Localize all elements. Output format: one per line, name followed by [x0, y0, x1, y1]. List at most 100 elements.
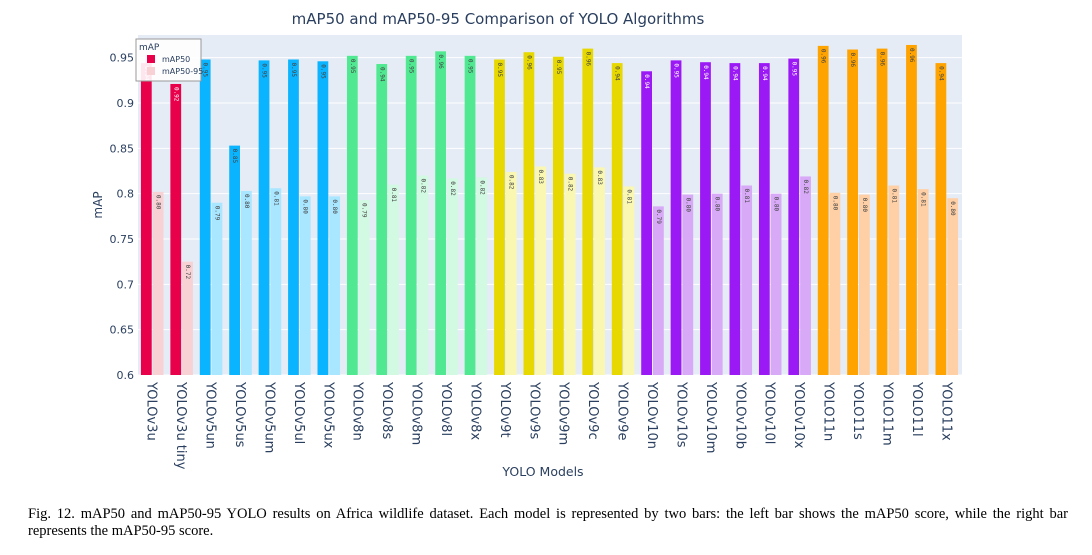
bar-map50: [199, 59, 211, 375]
legend-entry-map50-95[interactable]: mAP50-95: [162, 67, 203, 76]
bar-map50: [847, 49, 858, 376]
bar-value-label: 0.82: [802, 179, 809, 194]
x-tick-label: YOLOv3u: [144, 381, 159, 441]
bar-value-label: 0.96: [849, 53, 856, 68]
legend-swatch-map50: [147, 55, 155, 63]
x-axis-label: YOLO Models: [501, 464, 583, 479]
bar-value-label: 0.81: [272, 191, 279, 206]
bar-map50-95: [182, 261, 193, 375]
figure-caption: Fig. 12. mAP50 and mAP50-95 YOLO results…: [28, 506, 1068, 539]
bar-value-label: 0.80: [684, 198, 691, 213]
bar-map50-95: [241, 190, 252, 375]
bar-map50-95: [417, 175, 429, 375]
bar-value-label: 0.85: [231, 149, 238, 164]
bar-map50-95: [682, 194, 694, 375]
bar-map50-95: [211, 202, 223, 375]
bar-map50-95: [270, 188, 282, 375]
bar-map50-95: [505, 171, 517, 375]
bar-value-label: 0.95: [555, 60, 562, 75]
legend-title: mAP: [139, 43, 160, 53]
bar-map50-95: [829, 192, 841, 375]
bar-map50-95: [917, 189, 929, 375]
y-tick-label: 0.85: [110, 142, 135, 155]
bar-map50: [788, 58, 800, 375]
x-tick-label: YOLOv10b: [732, 381, 747, 449]
bar-value-label: 0.81: [390, 188, 397, 203]
x-tick-label: YOLOv10m: [703, 381, 718, 453]
bar-map50: [405, 55, 417, 375]
bar-map50: [700, 62, 711, 375]
bar-value-label: 0.72: [184, 265, 191, 280]
x-tick-label: YOLOv8n: [350, 381, 365, 441]
bar-value-label: 0.80: [861, 198, 868, 213]
bar-value-label: 0.95: [349, 59, 356, 74]
y-tick-label: 0.9: [117, 97, 135, 110]
bar-value-label: 0.95: [673, 63, 680, 78]
bar-map50-95: [358, 200, 370, 375]
bar-map50-95: [564, 173, 576, 375]
bar-value-label: 0.79: [361, 203, 368, 218]
bar-map50-95: [623, 186, 635, 375]
x-tick-label: YOLOv10s: [673, 381, 688, 448]
bar-map50-95: [388, 184, 399, 375]
y-tick-label: 0.6: [117, 369, 135, 382]
x-tick-label: YOLOv8s: [379, 381, 394, 439]
bar-value-label: 0.80: [773, 197, 780, 212]
bar-value-label: 0.94: [643, 74, 650, 89]
bar-value-label: 0.80: [155, 195, 162, 210]
bar-map50: [729, 63, 741, 376]
x-tick-label: YOLOv9m: [556, 381, 571, 445]
chart-title: mAP50 and mAP50-95 Comparison of YOLO Al…: [292, 10, 705, 28]
bar-value-label: 0.80: [243, 194, 250, 209]
bar-map50: [170, 83, 182, 376]
bar-value-label: 0.94: [731, 66, 738, 81]
x-tick-label: YOLOv9s: [526, 381, 541, 439]
bar-map50: [229, 145, 240, 375]
bar-map50-95: [299, 196, 311, 375]
bar-value-label: 0.83: [596, 170, 603, 185]
bar-value-label: 0.95: [467, 59, 474, 74]
x-tick-label: YOLOv5um: [261, 381, 276, 453]
bar-map50: [552, 56, 564, 375]
bar-map50: [435, 51, 446, 375]
bar-value-label: 0.83: [537, 169, 544, 184]
bar-value-label: 0.82: [419, 179, 426, 194]
bar-map50: [758, 63, 770, 376]
x-tick-label: YOLOv5ul: [291, 381, 306, 444]
y-tick-label: 0.95: [110, 52, 135, 65]
y-tick-label: 0.65: [110, 324, 135, 337]
bar-value-label: 0.82: [567, 177, 574, 192]
legend-entry-map50[interactable]: mAP50: [162, 55, 190, 64]
bar-value-label: 0.94: [378, 67, 385, 82]
bar-map50-95: [859, 194, 870, 375]
bar-map50: [876, 48, 888, 375]
bar-value-label: 0.95: [790, 62, 797, 77]
bar-map50: [346, 55, 358, 375]
x-tick-label: YOLOv8x: [467, 381, 482, 440]
bar-value-label: 0.96: [879, 52, 886, 67]
bar-value-label: 0.80: [302, 199, 309, 214]
x-tick-label: YOLOv9c: [585, 381, 600, 440]
bar-map50-95: [152, 191, 164, 375]
bar-map50: [670, 60, 682, 376]
bar-map50-95: [653, 206, 664, 375]
legend[interactable]: mAP mAP50 mAP50-95: [135, 38, 203, 82]
bar-map50-95: [888, 185, 900, 375]
bar-map50-95: [741, 185, 753, 375]
x-tick-label: YOLOv5un: [203, 381, 218, 449]
bar-value-label: 0.96: [437, 54, 444, 69]
bar-value-label: 0.79: [655, 209, 662, 224]
x-tick-label: YOLO11l: [909, 381, 924, 437]
bar-value-label: 0.96: [584, 52, 591, 67]
bar-value-label: 0.92: [172, 87, 179, 102]
y-tick-label: 0.7: [117, 278, 135, 291]
bar-map50: [464, 55, 476, 375]
bar-map50: [817, 45, 829, 375]
bar-map50-95: [594, 167, 605, 375]
bar-value-label: 0.95: [202, 62, 209, 77]
x-tick-label: YOLOv10n: [644, 381, 659, 449]
x-tick-label: YOLOv9t: [497, 381, 512, 438]
bar-value-label: 0.96: [908, 48, 915, 63]
x-tick-label: YOLOv10l: [762, 381, 777, 444]
x-tick-label: YOLOv10x: [791, 381, 806, 449]
